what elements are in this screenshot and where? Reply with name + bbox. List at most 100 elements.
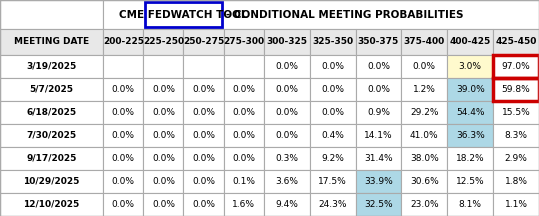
Text: 400-425: 400-425 bbox=[450, 37, 491, 46]
Text: 0.1%: 0.1% bbox=[232, 177, 255, 186]
Bar bbox=[0, 193, 103, 216]
Text: 9/17/2025: 9/17/2025 bbox=[26, 154, 77, 163]
Bar bbox=[447, 29, 493, 54]
Text: 0.0%: 0.0% bbox=[232, 85, 255, 94]
Bar bbox=[0, 78, 103, 101]
Bar bbox=[183, 170, 224, 193]
Bar bbox=[493, 124, 539, 147]
Text: 0.0%: 0.0% bbox=[275, 131, 298, 140]
Bar bbox=[0, 124, 103, 147]
Bar bbox=[103, 0, 539, 29]
Bar bbox=[183, 78, 224, 101]
Text: 0.0%: 0.0% bbox=[152, 177, 175, 186]
Text: 1.6%: 1.6% bbox=[232, 200, 255, 209]
Text: 0.0%: 0.0% bbox=[192, 154, 215, 163]
Text: 0.0%: 0.0% bbox=[321, 85, 344, 94]
Bar bbox=[447, 54, 493, 78]
Bar bbox=[356, 193, 402, 216]
Text: 12/10/2025: 12/10/2025 bbox=[24, 200, 80, 209]
Text: 1.1%: 1.1% bbox=[505, 200, 528, 209]
Bar bbox=[402, 147, 447, 170]
Bar bbox=[143, 78, 183, 101]
Bar bbox=[103, 147, 143, 170]
Text: 59.8%: 59.8% bbox=[502, 85, 530, 94]
Bar bbox=[264, 54, 309, 78]
Text: 250-275: 250-275 bbox=[183, 37, 224, 46]
Text: 375-400: 375-400 bbox=[404, 37, 445, 46]
Text: 225-250: 225-250 bbox=[143, 37, 184, 46]
Bar bbox=[264, 147, 309, 170]
Bar bbox=[309, 54, 356, 78]
Text: 0.0%: 0.0% bbox=[275, 108, 298, 117]
Text: 0.0%: 0.0% bbox=[275, 62, 298, 71]
Bar bbox=[183, 101, 224, 124]
Bar bbox=[309, 101, 356, 124]
Text: 0.0%: 0.0% bbox=[413, 62, 436, 71]
Text: 8.1%: 8.1% bbox=[459, 200, 482, 209]
Text: 0.0%: 0.0% bbox=[192, 131, 215, 140]
Text: 425-450: 425-450 bbox=[495, 37, 537, 46]
Text: 0.0%: 0.0% bbox=[112, 154, 135, 163]
Text: 12.5%: 12.5% bbox=[456, 177, 485, 186]
Bar bbox=[309, 193, 356, 216]
Bar bbox=[103, 124, 143, 147]
Bar bbox=[183, 193, 224, 216]
Bar bbox=[356, 147, 402, 170]
Text: 0.0%: 0.0% bbox=[112, 131, 135, 140]
Text: 24.3%: 24.3% bbox=[319, 200, 347, 209]
Text: 23.0%: 23.0% bbox=[410, 200, 439, 209]
Bar bbox=[493, 193, 539, 216]
Bar bbox=[103, 170, 143, 193]
Bar bbox=[224, 193, 264, 216]
Text: 0.0%: 0.0% bbox=[152, 154, 175, 163]
Text: 9.2%: 9.2% bbox=[321, 154, 344, 163]
Text: 0.0%: 0.0% bbox=[192, 85, 215, 94]
Bar bbox=[103, 193, 143, 216]
Bar bbox=[264, 170, 309, 193]
Bar bbox=[309, 29, 356, 54]
Bar bbox=[356, 78, 402, 101]
Bar bbox=[402, 193, 447, 216]
Bar bbox=[143, 54, 183, 78]
Bar bbox=[493, 29, 539, 54]
Bar bbox=[356, 101, 402, 124]
Bar bbox=[493, 78, 539, 101]
Bar bbox=[143, 170, 183, 193]
Text: 3.6%: 3.6% bbox=[275, 177, 298, 186]
Text: 0.0%: 0.0% bbox=[321, 62, 344, 71]
Bar bbox=[183, 29, 224, 54]
Text: 0.0%: 0.0% bbox=[112, 108, 135, 117]
Bar bbox=[0, 29, 103, 54]
Text: 0.0%: 0.0% bbox=[152, 131, 175, 140]
Text: 2.9%: 2.9% bbox=[505, 154, 528, 163]
Text: 32.5%: 32.5% bbox=[364, 200, 393, 209]
Text: 350-375: 350-375 bbox=[358, 37, 399, 46]
Bar bbox=[447, 170, 493, 193]
Text: 0.0%: 0.0% bbox=[192, 177, 215, 186]
Text: 0.0%: 0.0% bbox=[232, 154, 255, 163]
Text: 38.0%: 38.0% bbox=[410, 154, 439, 163]
Text: 0.9%: 0.9% bbox=[367, 108, 390, 117]
Text: 10/29/2025: 10/29/2025 bbox=[23, 177, 80, 186]
Bar bbox=[309, 170, 356, 193]
Text: 17.5%: 17.5% bbox=[318, 177, 347, 186]
Bar bbox=[143, 101, 183, 124]
Bar bbox=[493, 170, 539, 193]
Bar bbox=[493, 54, 539, 78]
Bar bbox=[183, 54, 224, 78]
Text: 14.1%: 14.1% bbox=[364, 131, 393, 140]
Bar bbox=[402, 170, 447, 193]
Bar bbox=[309, 147, 356, 170]
Bar bbox=[224, 78, 264, 101]
Text: 0.0%: 0.0% bbox=[232, 108, 255, 117]
Text: 275-300: 275-300 bbox=[223, 37, 264, 46]
Bar bbox=[143, 147, 183, 170]
Text: 0.0%: 0.0% bbox=[367, 85, 390, 94]
Bar bbox=[402, 29, 447, 54]
Bar bbox=[493, 101, 539, 124]
Bar bbox=[0, 170, 103, 193]
Bar bbox=[0, 147, 103, 170]
Text: 0.0%: 0.0% bbox=[152, 85, 175, 94]
Bar bbox=[309, 124, 356, 147]
Text: 6/18/2025: 6/18/2025 bbox=[26, 108, 77, 117]
